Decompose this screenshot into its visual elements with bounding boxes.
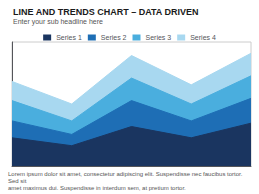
svg-text:Series 2: Series 2 xyxy=(101,34,127,41)
svg-text:Lorem ipsum dolor sit amet, co: Lorem ipsum dolor sit amet, consectetur … xyxy=(8,171,244,177)
svg-text:Series 4: Series 4 xyxy=(190,34,216,41)
svg-text:LINE AND TRENDS CHART – DATA D: LINE AND TRENDS CHART – DATA DRIVEN xyxy=(13,7,199,17)
svg-text:Sed sit: Sed sit xyxy=(8,178,27,184)
svg-text:Enter your sub headline here: Enter your sub headline here xyxy=(13,18,103,26)
svg-text:Series 1: Series 1 xyxy=(56,34,82,41)
svg-text:amet maximus dui. Suspendisse: amet maximus dui. Suspendisse in interdu… xyxy=(8,185,186,191)
svg-text:Series 3: Series 3 xyxy=(146,34,172,41)
